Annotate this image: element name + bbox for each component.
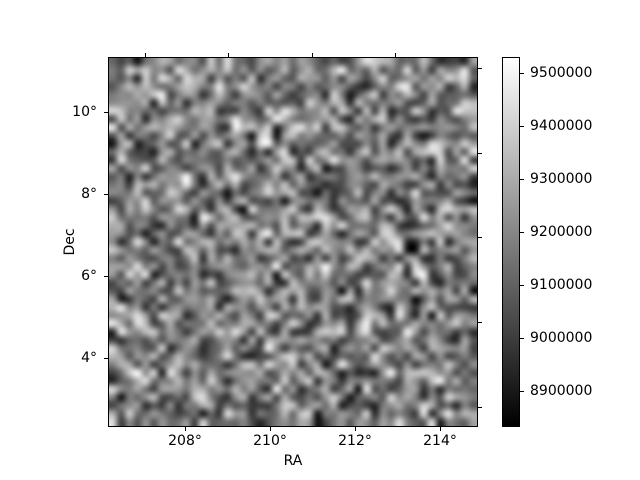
y-tick-mark bbox=[104, 358, 108, 359]
y-tick-mark bbox=[104, 112, 108, 113]
colorbar-tick-mark bbox=[520, 232, 524, 233]
colorbar-tick-label: 9400000 bbox=[530, 118, 593, 134]
colorbar-tick-label: 9300000 bbox=[530, 171, 593, 187]
colorbar-tick-mark bbox=[520, 338, 524, 339]
y-tick-mark-right bbox=[478, 153, 482, 154]
x-tick-mark-top bbox=[395, 53, 396, 57]
x-tick-mark bbox=[440, 427, 441, 431]
colorbar-tick-mark bbox=[520, 391, 524, 392]
colorbar-tick-mark bbox=[520, 285, 524, 286]
x-tick-label: 212° bbox=[338, 433, 372, 449]
colorbar-tick-label: 9500000 bbox=[530, 65, 593, 81]
y-tick-label: 4° bbox=[81, 350, 97, 366]
y-tick-label: 6° bbox=[81, 268, 97, 284]
colorbar-tick-mark bbox=[520, 126, 524, 127]
y-tick-mark bbox=[104, 194, 108, 195]
x-tick-mark-top bbox=[312, 53, 313, 57]
y-tick-mark bbox=[104, 276, 108, 277]
colorbar-tick-mark bbox=[520, 179, 524, 180]
colorbar-tick-label: 9000000 bbox=[530, 330, 593, 346]
x-tick-mark bbox=[355, 427, 356, 431]
y-tick-mark-right bbox=[478, 237, 482, 238]
y-axis-label: Dec bbox=[62, 228, 78, 256]
y-tick-label: 10° bbox=[72, 104, 97, 120]
x-tick-mark bbox=[185, 427, 186, 431]
colorbar-tick-label: 9200000 bbox=[530, 224, 593, 240]
x-axis-label: RA bbox=[283, 453, 303, 469]
x-tick-mark bbox=[270, 427, 271, 431]
y-tick-mark-right bbox=[478, 68, 482, 69]
heatmap-image bbox=[109, 58, 477, 426]
y-tick-mark-right bbox=[478, 322, 482, 323]
x-tick-label: 210° bbox=[253, 433, 287, 449]
y-tick-mark-right bbox=[478, 407, 482, 408]
colorbar-tick-label: 9100000 bbox=[530, 277, 593, 293]
colorbar bbox=[502, 57, 520, 427]
x-tick-mark-top bbox=[228, 53, 229, 57]
y-tick-label: 8° bbox=[81, 186, 97, 202]
colorbar-tick-label: 8900000 bbox=[530, 383, 593, 399]
x-tick-mark-top bbox=[145, 53, 146, 57]
colorbar-tick-mark bbox=[520, 73, 524, 74]
x-tick-label: 208° bbox=[168, 433, 202, 449]
x-tick-label: 214° bbox=[423, 433, 457, 449]
heatmap-plot-area bbox=[108, 57, 478, 427]
